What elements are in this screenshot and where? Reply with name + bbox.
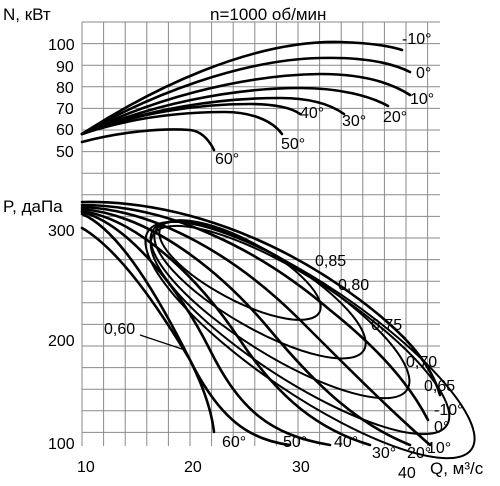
- pressure-label-50deg: 50°: [283, 434, 307, 451]
- power-label-10deg: 10°: [410, 91, 434, 108]
- pressure-label--10deg: -10°: [434, 402, 464, 419]
- efficiency-label-065: 0,65: [424, 378, 455, 395]
- efficiency-loop-075: [149, 220, 411, 400]
- power-label-40deg: 40°: [300, 105, 324, 122]
- efficiency-label-060: 0,60: [104, 321, 135, 338]
- pressure-label-10deg: 10°: [427, 440, 451, 457]
- power-curve-40deg: [80, 102, 302, 136]
- power-curve-50deg: [80, 110, 284, 136]
- pressure-label-20deg: 20°: [407, 445, 431, 462]
- power-curve-20deg: [80, 86, 390, 136]
- pressure-curve-40deg: [80, 210, 332, 447]
- pressure-label-0deg: 0°: [434, 419, 449, 436]
- chart-title: n=1000 об/мин: [210, 5, 326, 24]
- pressure-tick-300: 300: [48, 223, 75, 240]
- power-label-50deg: 50°: [281, 136, 305, 153]
- power-axis-title: N, кВт: [3, 5, 51, 24]
- power-curve-60deg: [80, 128, 216, 152]
- efficiency-leader-060: [139, 334, 186, 351]
- pressure-tick-200: 200: [48, 333, 75, 350]
- x-tick-40: 40: [398, 465, 416, 482]
- efficiency-label-070: 0,70: [406, 354, 437, 371]
- power-label-30deg: 30°: [342, 113, 366, 130]
- pressure-label-30deg: 30°: [372, 445, 396, 462]
- efficiency-curves: [144, 219, 476, 460]
- power-tick-50: 50: [56, 144, 74, 161]
- x-tick-20: 20: [184, 459, 202, 476]
- pressure-curve-60deg: [80, 226, 216, 434]
- pressure-curve-0deg: [80, 203, 430, 422]
- power-tick-100: 100: [48, 37, 75, 54]
- power-label--10deg: -10°: [402, 31, 432, 48]
- chart-grid: [81, 21, 440, 446]
- power-curve--10deg: [80, 40, 404, 136]
- pressure-axis-title: P, даПа: [3, 197, 63, 216]
- pressure-curve-30deg: [80, 209, 372, 447]
- power-label-20deg: 20°: [383, 109, 407, 126]
- power-tick-60: 60: [56, 122, 74, 139]
- pressure-tick-100: 100: [48, 436, 75, 453]
- power-label-60deg: 60°: [215, 151, 239, 168]
- efficiency-label-080: 0,80: [338, 277, 369, 294]
- efficiency-loop-070: [149, 224, 451, 436]
- efficiency-label-085: 0,85: [315, 253, 346, 270]
- power-curve-0deg: [80, 56, 412, 136]
- x-tick-10: 10: [77, 459, 95, 476]
- efficiency-loop-065: [144, 220, 476, 460]
- power-tick-80: 80: [56, 80, 74, 97]
- x-tick-30: 30: [292, 459, 310, 476]
- pressure-label-60deg: 60°: [222, 434, 246, 451]
- power-tick-70: 70: [56, 101, 74, 118]
- power-curves: [80, 40, 412, 152]
- efficiency-label-075: 0,75: [371, 317, 402, 334]
- pressure-curve-10deg: [80, 205, 432, 447]
- power-tick-90: 90: [56, 59, 74, 76]
- x-axis-title: Q, м³/с: [430, 459, 484, 478]
- power-curve-10deg: [80, 72, 412, 136]
- power-label-0deg: 0°: [416, 65, 431, 82]
- pressure-label-40deg: 40°: [334, 434, 358, 451]
